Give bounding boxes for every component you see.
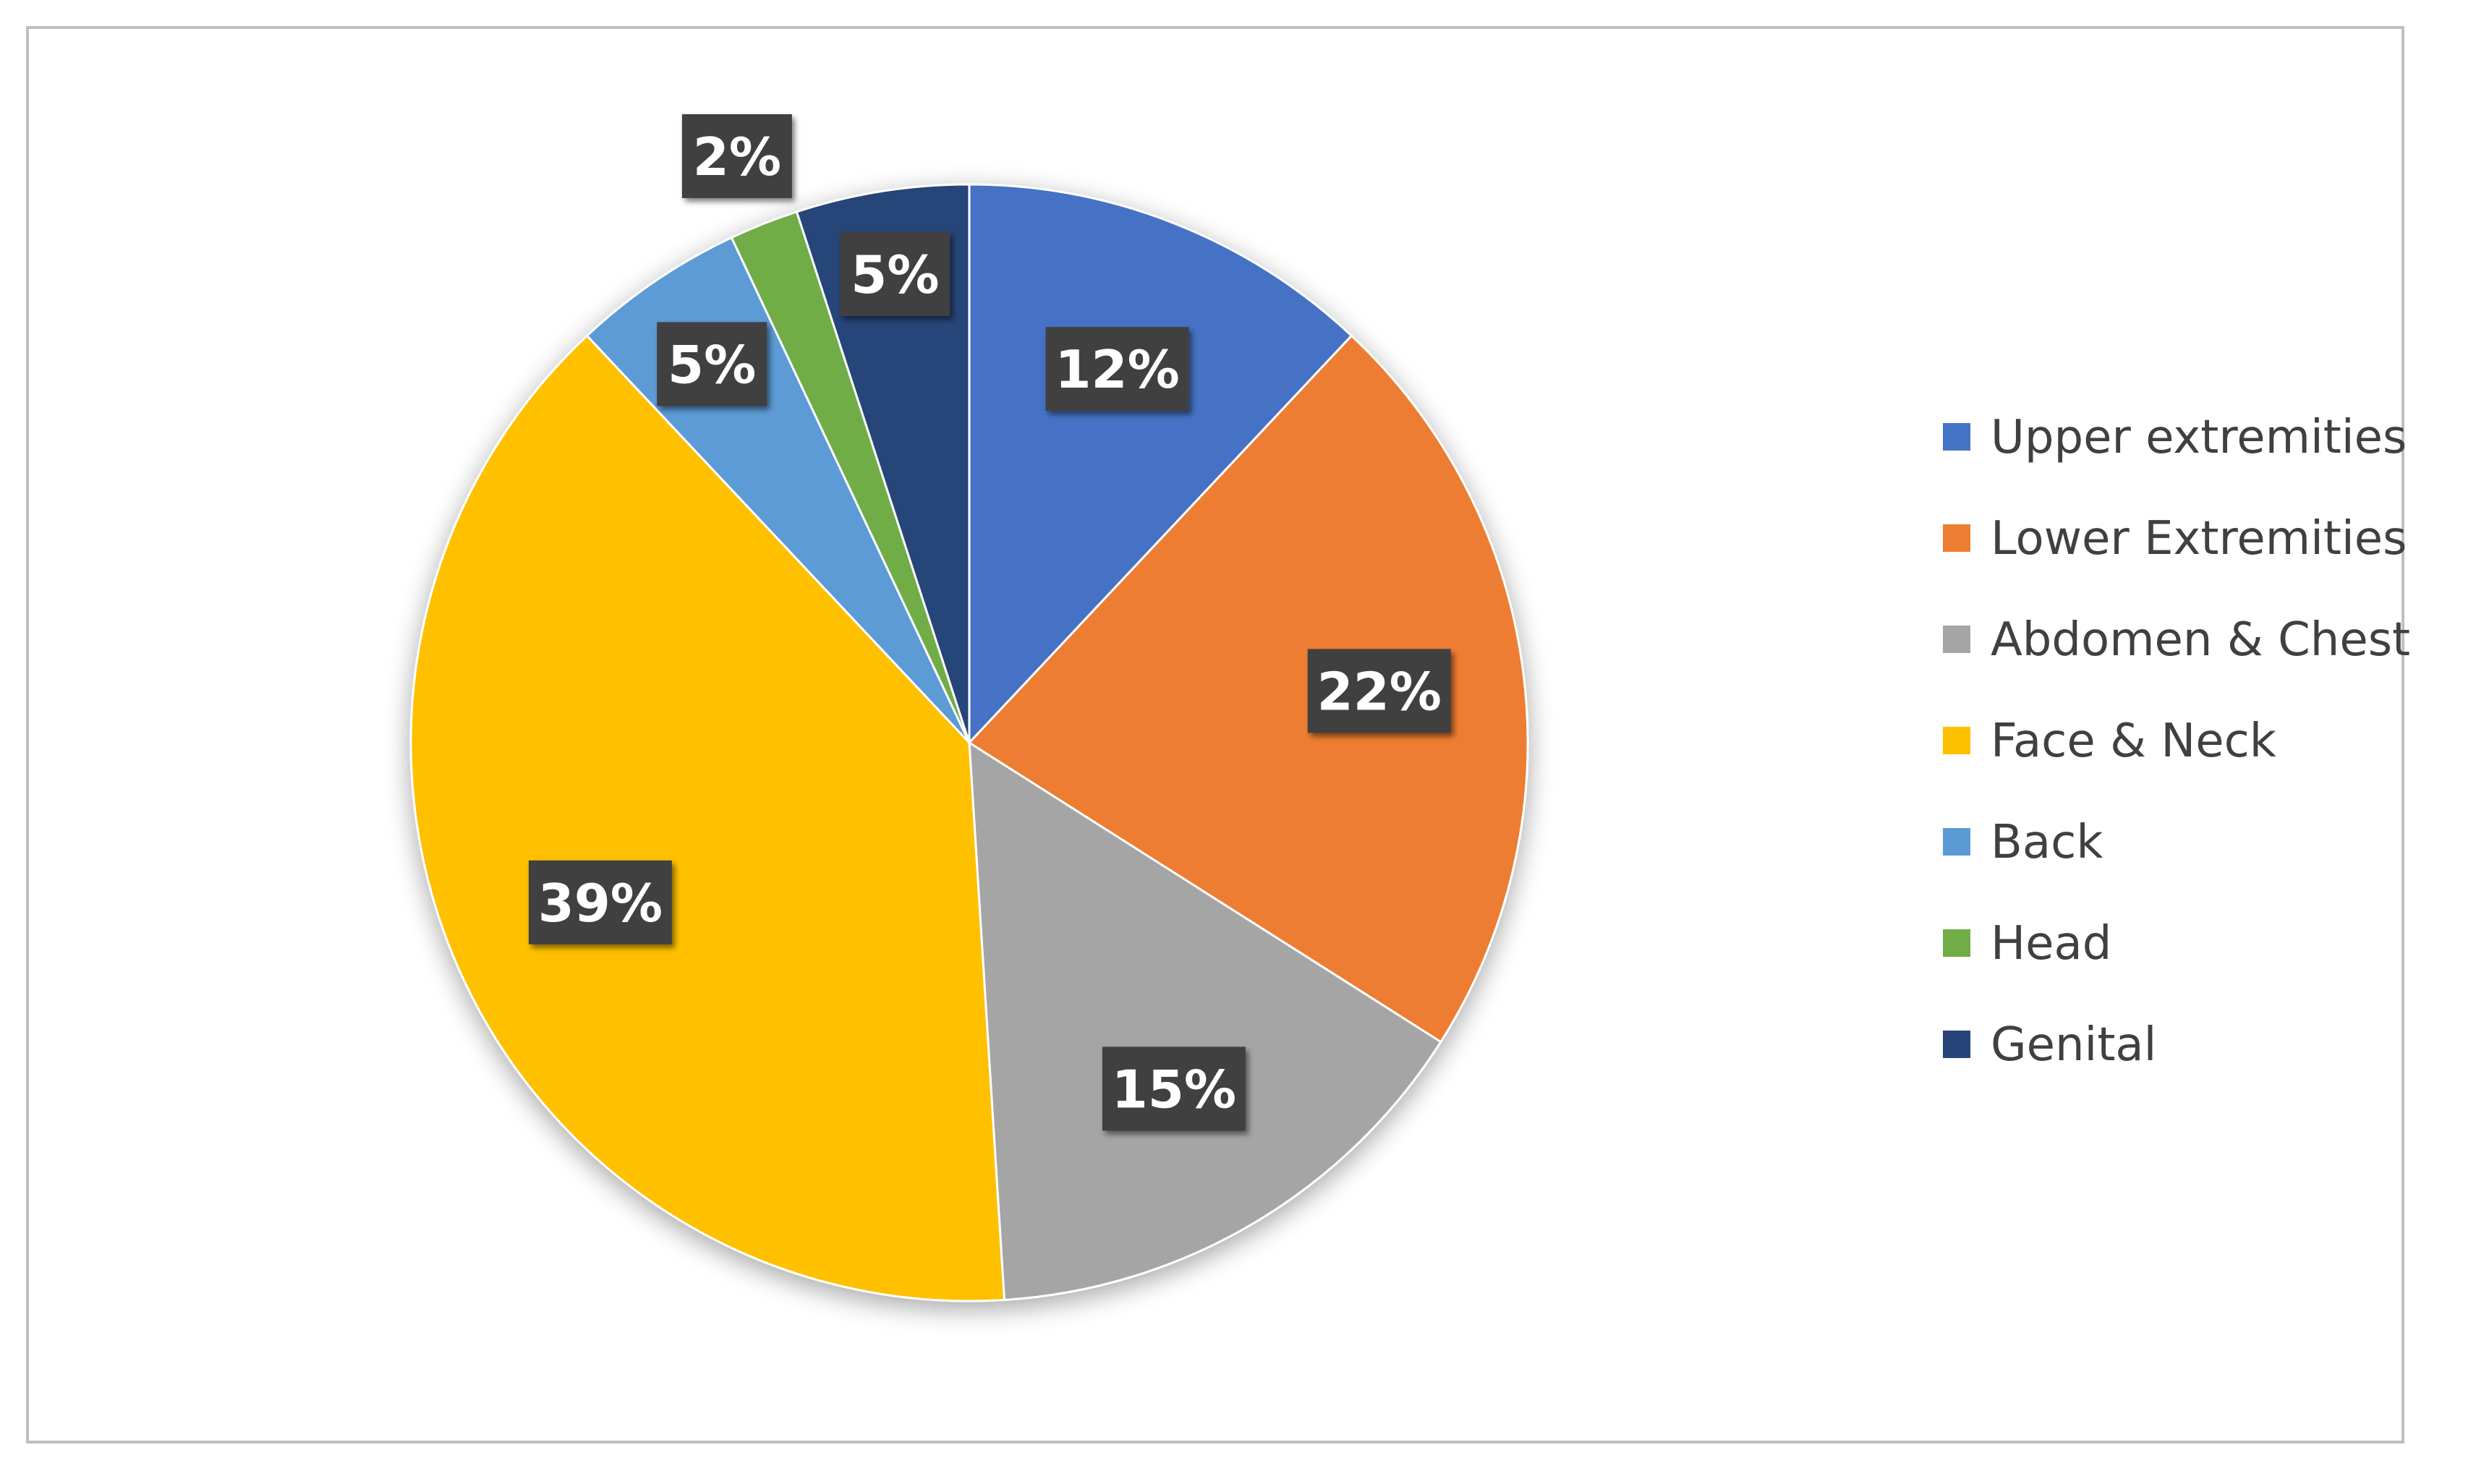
legend-label: Lower Extremities: [1991, 512, 2407, 566]
legend-swatch: [1943, 1031, 1970, 1058]
data-label-upper-extremities: 12%: [1045, 327, 1189, 411]
data-label-box: [1102, 1046, 1246, 1131]
legend-swatch: [1943, 929, 1970, 957]
legend-swatch: [1943, 423, 1970, 451]
data-label-genital: 5%: [840, 231, 950, 316]
legend-label: Upper extremities: [1991, 411, 2407, 464]
legend-swatch: [1943, 727, 1970, 754]
pie-slice-abdomen-and-chest: [968, 741, 1442, 1302]
legend-label: Back: [1991, 816, 2103, 869]
data-label-text: 2%: [693, 127, 781, 187]
legend-entry-back: Back: [1943, 816, 2103, 869]
pie-slice-face-and-neck: [409, 334, 1006, 1302]
data-label-text: 12%: [1055, 339, 1179, 400]
data-labels: 12% 22% 15% 39% 5% 2% 5%: [528, 114, 1451, 1131]
data-label-text: 22%: [1317, 661, 1442, 722]
data-label-text: 5%: [668, 334, 756, 395]
legend-swatch: [1943, 524, 1970, 552]
legend-entry-abdomen-and-chest: Abdomen & Chest: [1943, 613, 2410, 667]
legend-swatch: [1943, 828, 1970, 856]
legend-label: Genital: [1991, 1018, 2156, 1072]
legend-entry-genital: Genital: [1943, 1018, 2156, 1072]
legend-entry-face-and-neck: Face & Neck: [1943, 715, 2276, 768]
pie-slice-genital: [795, 183, 971, 743]
data-label-text: 39%: [538, 873, 663, 934]
legend-label: Face & Neck: [1991, 715, 2276, 768]
data-label-abdomen-and-chest: 15%: [1102, 1046, 1246, 1131]
data-label-box: [681, 114, 792, 198]
data-label-box: [528, 860, 672, 944]
pie-slice-lower-extremities: [967, 334, 1529, 1044]
data-label-text: 15%: [1112, 1059, 1236, 1120]
data-label-face-and-neck: 39%: [528, 860, 672, 944]
data-label-box: [840, 231, 950, 316]
data-label-box: [657, 322, 767, 406]
legend-label: Head: [1991, 917, 2111, 971]
legend-entry-head: Head: [1943, 917, 2111, 971]
data-label-box: [1045, 327, 1189, 411]
pie-slices: [409, 183, 1529, 1302]
data-label-text: 5%: [851, 244, 939, 305]
legend-swatch: [1943, 626, 1970, 653]
data-label-lower-extremities: 22%: [1307, 649, 1451, 733]
legend-entry-lower-extremities: Lower Extremities: [1943, 512, 2407, 566]
legend-label: Abdomen & Chest: [1991, 613, 2410, 667]
data-label-box: [1307, 649, 1451, 733]
data-label-back: 5%: [657, 322, 767, 406]
legend: Upper extremities Lower Extremities Abdome…: [1943, 411, 2410, 1072]
pie-slice-upper-extremities: [968, 183, 1353, 746]
legend-entry-upper-extremities: Upper extremities: [1943, 411, 2407, 464]
data-label-head: 2%: [681, 114, 792, 198]
